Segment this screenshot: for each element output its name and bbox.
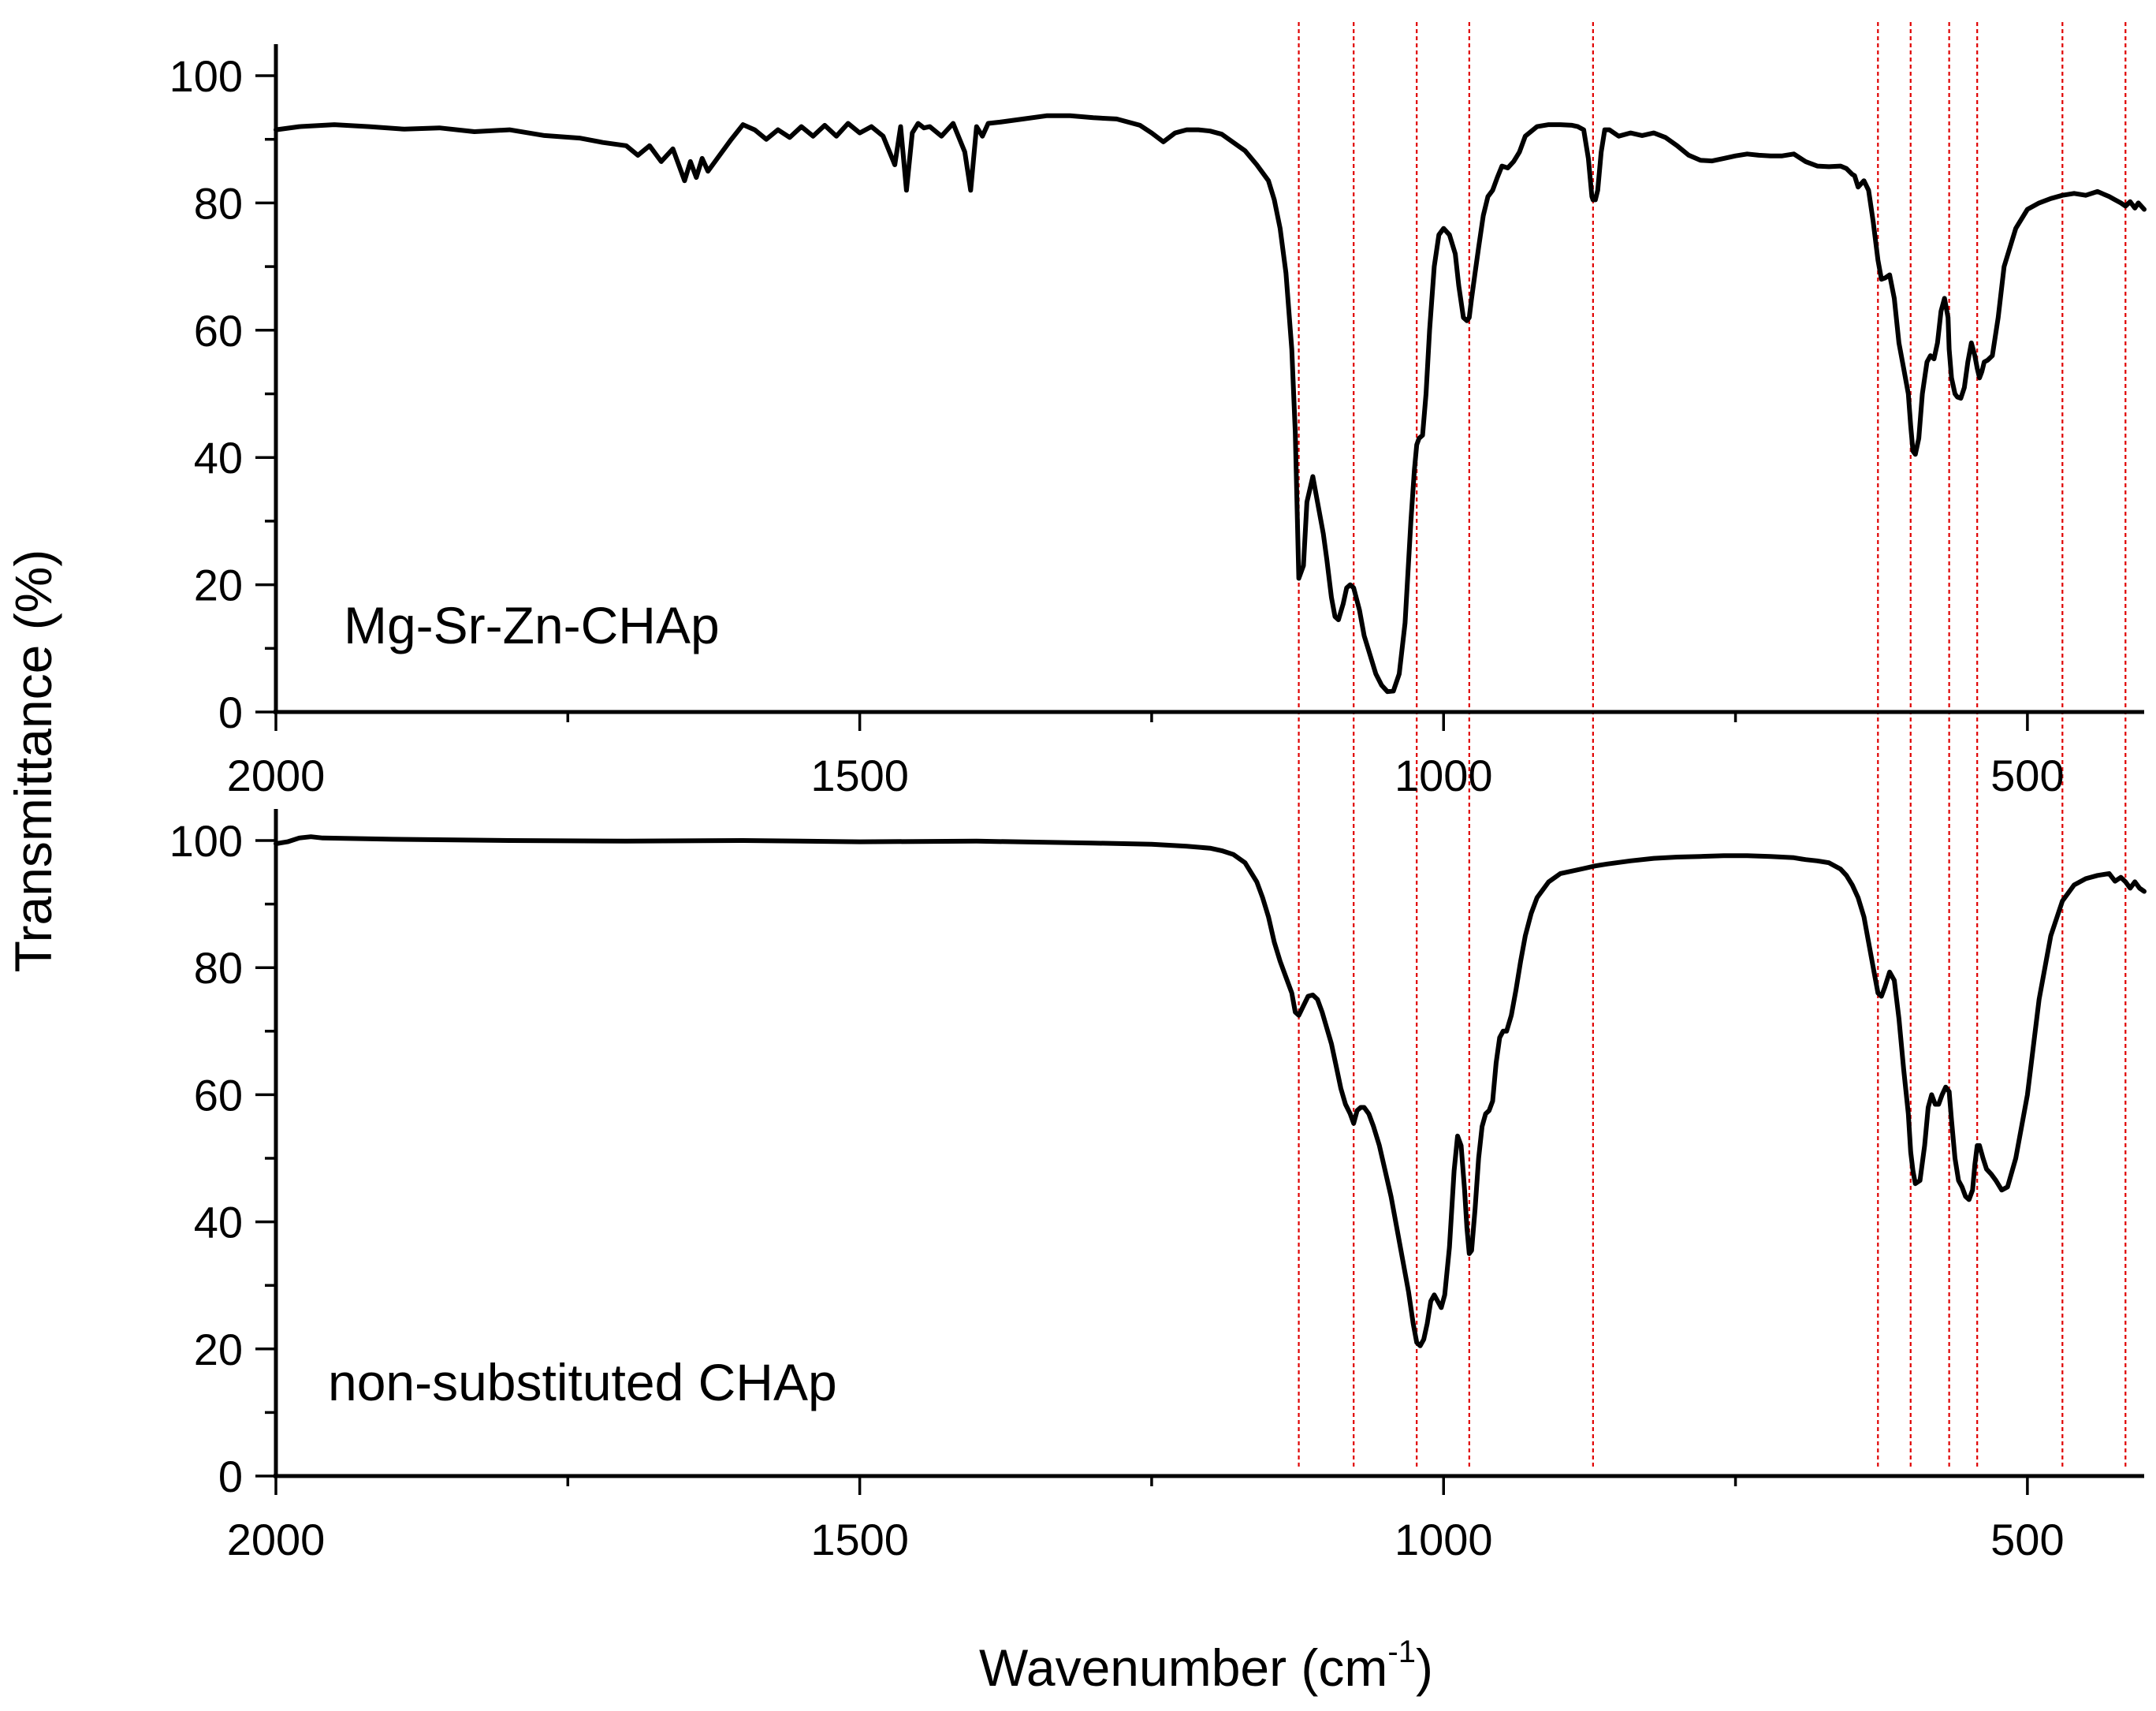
- x-tick-label: 2000: [227, 751, 326, 800]
- y-tick-label: 20: [194, 1325, 243, 1374]
- panel-label: Mg-Sr-Zn-CHAp: [344, 596, 720, 654]
- y-tick-label: 40: [194, 433, 243, 483]
- x-axis-title-main: Wavenumber (cm: [979, 1638, 1387, 1697]
- y-tick-label: 20: [194, 561, 243, 610]
- y-tick-label: 0: [218, 688, 243, 737]
- x-tick-label: 1000: [1395, 751, 1493, 800]
- y-tick-label: 0: [218, 1452, 243, 1501]
- y-tick-label: 60: [194, 1070, 243, 1120]
- y-tick-label: 80: [194, 943, 243, 993]
- x-axis-title-suffix: ): [1416, 1638, 1433, 1697]
- y-tick-label: 80: [194, 178, 243, 228]
- x-tick-label: 1000: [1395, 1515, 1493, 1564]
- y-tick-label: 100: [169, 51, 243, 101]
- x-tick-label: 500: [1990, 1515, 2064, 1564]
- panel-1: 0 20 40 60 80 100 2000 1500 1000 500 Mg-Sr-Zn-CHAp: [169, 44, 2147, 800]
- spectrum-line: [274, 113, 2147, 695]
- y-tick-label: 60: [194, 306, 243, 356]
- spectrum-line: [274, 834, 2147, 1348]
- panel-label: non-substituted CHAp: [328, 1353, 837, 1411]
- y-tick-label: 100: [169, 816, 243, 866]
- y-tick-label: 40: [194, 1198, 243, 1247]
- x-tick-label: 500: [1990, 751, 2064, 800]
- x-tick-label: 1500: [810, 1515, 909, 1564]
- y-axis-title: Transmittance (%): [4, 550, 62, 973]
- panel-2: 0 20 40 60 80 100 2000 1500 1000 500 non-substitut…: [169, 809, 2147, 1564]
- reference-lines: [1298, 22, 2127, 1467]
- x-axis-title-superscript: -1: [1387, 1635, 1416, 1669]
- x-axis-title: Wavenumber (cm-1): [979, 1635, 1433, 1697]
- x-tick-label: 1500: [810, 751, 909, 800]
- x-tick-label: 2000: [227, 1515, 326, 1564]
